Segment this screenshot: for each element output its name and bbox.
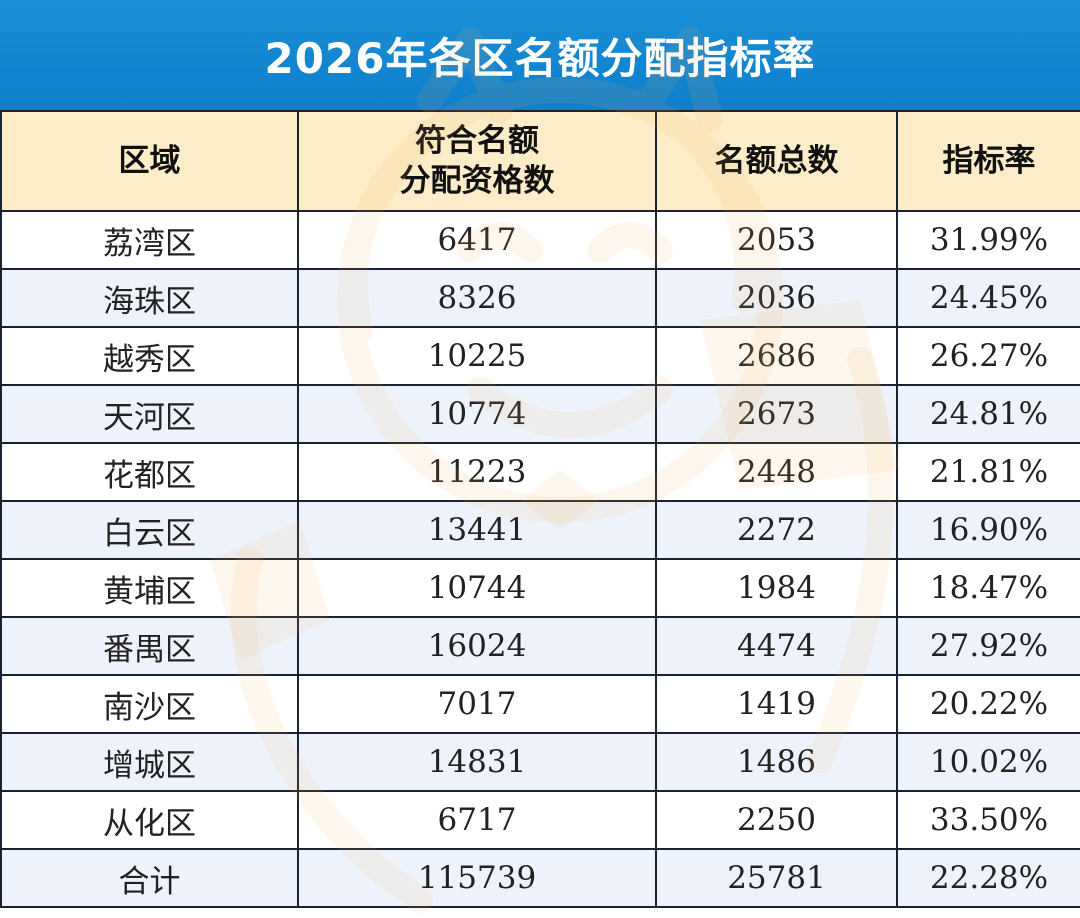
eligible-cell: 10225 [297, 326, 657, 386]
district-cell: 南沙区 [0, 674, 299, 734]
table-row: 从化区 6717 2250 33.50% [0, 790, 1080, 850]
eligible-cell: 8326 [297, 268, 657, 328]
district-cell: 增城区 [0, 732, 299, 792]
rate-cell: 22.28% [896, 848, 1080, 908]
quota-cell: 25781 [655, 848, 898, 908]
eligible-cell: 11223 [297, 442, 657, 502]
district-cell: 番禺区 [0, 616, 299, 676]
eligible-cell: 6717 [297, 790, 657, 850]
eligible-cell: 7017 [297, 674, 657, 734]
quota-cell: 2686 [655, 326, 898, 386]
rate-cell: 16.90% [896, 500, 1080, 560]
rate-cell: 31.99% [896, 210, 1080, 270]
eligible-cell: 6417 [297, 210, 657, 270]
table-row: 荔湾区 6417 2053 31.99% [0, 210, 1080, 270]
rate-cell: 20.22% [896, 674, 1080, 734]
column-header-eligible-line1: 符合名额 [415, 123, 539, 159]
district-cell: 从化区 [0, 790, 299, 850]
district-cell: 合计 [0, 848, 299, 908]
eligible-cell: 14831 [297, 732, 657, 792]
column-header-rate: 指标率 [896, 110, 1080, 212]
district-cell: 花都区 [0, 442, 299, 502]
rate-cell: 10.02% [896, 732, 1080, 792]
eligible-cell: 13441 [297, 500, 657, 560]
quota-cell: 2250 [655, 790, 898, 850]
column-header-district: 区域 [0, 110, 299, 212]
quota-cell: 4474 [655, 616, 898, 676]
table-row-total: 合计 115739 25781 22.28% [0, 848, 1080, 908]
quota-cell: 2036 [655, 268, 898, 328]
district-cell: 越秀区 [0, 326, 299, 386]
eligible-cell: 10744 [297, 558, 657, 618]
table-header-row: 区域 符合名额 分配资格数 名额总数 指标率 [0, 110, 1080, 212]
table-row: 海珠区 8326 2036 24.45% [0, 268, 1080, 328]
rate-cell: 24.45% [896, 268, 1080, 328]
district-cell: 天河区 [0, 384, 299, 444]
quota-cell: 1486 [655, 732, 898, 792]
quota-cell: 1419 [655, 674, 898, 734]
table-row: 花都区 11223 2448 21.81% [0, 442, 1080, 502]
quota-cell: 2448 [655, 442, 898, 502]
quota-cell: 2673 [655, 384, 898, 444]
table-row: 天河区 10774 2673 24.81% [0, 384, 1080, 444]
district-cell: 黄埔区 [0, 558, 299, 618]
district-cell: 白云区 [0, 500, 299, 560]
eligible-cell: 10774 [297, 384, 657, 444]
page-title: 2026年各区名额分配指标率 [0, 0, 1080, 110]
district-cell: 荔湾区 [0, 210, 299, 270]
rate-cell: 27.92% [896, 616, 1080, 676]
quota-cell: 1984 [655, 558, 898, 618]
eligible-cell: 115739 [297, 848, 657, 908]
rate-cell: 21.81% [896, 442, 1080, 502]
table-row: 番禺区 16024 4474 27.92% [0, 616, 1080, 676]
quota-cell: 2272 [655, 500, 898, 560]
column-header-eligible-line2: 分配资格数 [399, 163, 555, 199]
quota-table: 区域 符合名额 分配资格数 名额总数 指标率 荔湾区 6417 2053 31.… [0, 110, 1080, 908]
table-row: 越秀区 10225 2686 26.27% [0, 326, 1080, 386]
quota-cell: 2053 [655, 210, 898, 270]
table-row: 南沙区 7017 1419 20.22% [0, 674, 1080, 734]
rate-cell: 26.27% [896, 326, 1080, 386]
table-row: 黄埔区 10744 1984 18.47% [0, 558, 1080, 618]
column-header-eligible: 符合名额 分配资格数 [297, 110, 657, 212]
eligible-cell: 16024 [297, 616, 657, 676]
district-cell: 海珠区 [0, 268, 299, 328]
column-header-quota: 名额总数 [655, 110, 898, 212]
table-row: 白云区 13441 2272 16.90% [0, 500, 1080, 560]
rate-cell: 24.81% [896, 384, 1080, 444]
rate-cell: 33.50% [896, 790, 1080, 850]
rate-cell: 18.47% [896, 558, 1080, 618]
table-row: 增城区 14831 1486 10.02% [0, 732, 1080, 792]
